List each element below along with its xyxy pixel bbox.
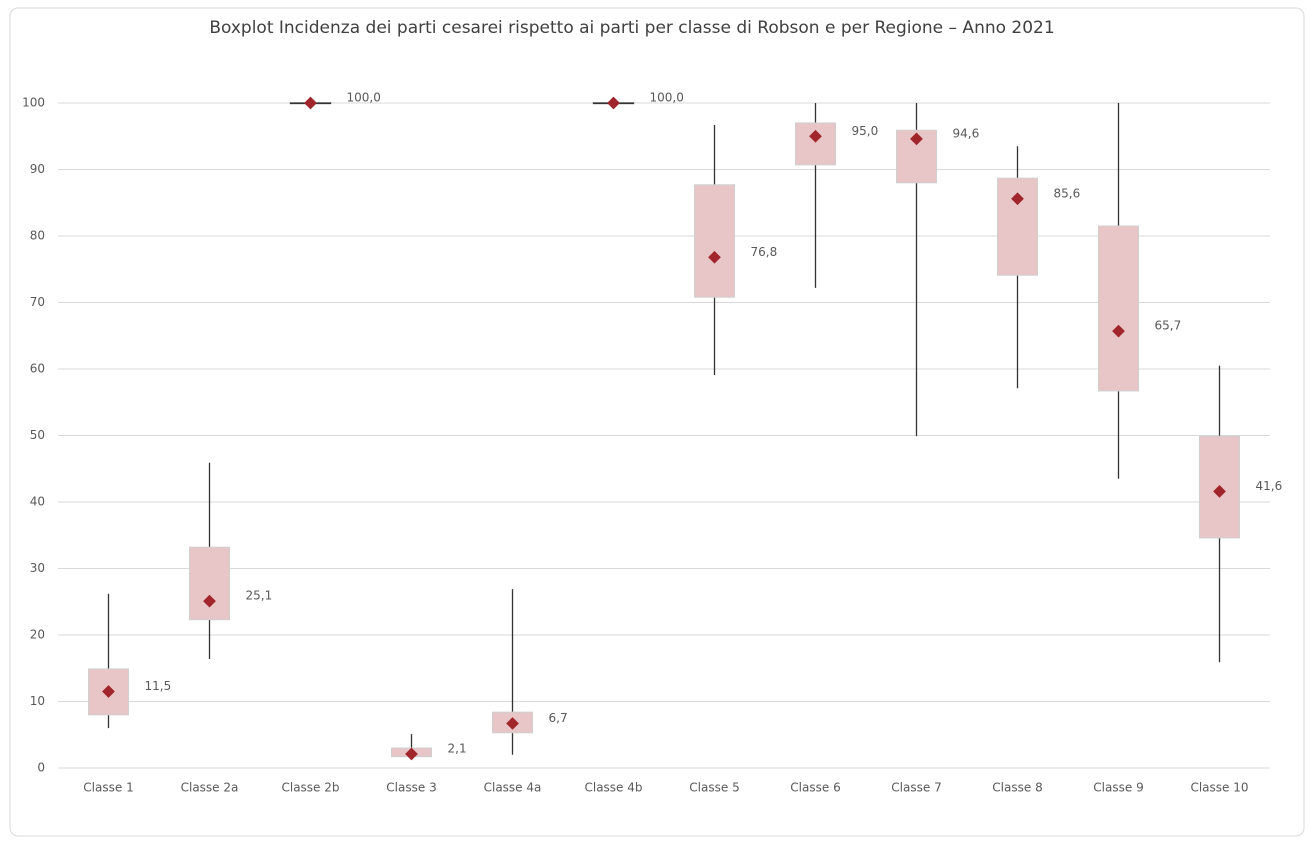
y-tick-label: 30: [30, 561, 45, 575]
box: [189, 546, 230, 621]
y-tick-label: 40: [30, 495, 45, 509]
value-label: 100,0: [650, 91, 684, 105]
x-tick-label: Classe 9: [1093, 781, 1143, 795]
value-label: 76,8: [751, 245, 778, 259]
y-tick-label: 0: [37, 761, 45, 775]
x-tick-label: Classe 1: [83, 781, 133, 795]
box: [694, 184, 735, 298]
value-label: 100,0: [347, 91, 381, 105]
mean-marker: [304, 96, 317, 110]
x-tick-label: Classe 2a: [181, 781, 239, 795]
x-tick-label: Classe 10: [1190, 781, 1248, 795]
box: [795, 122, 836, 166]
y-tick-label: 20: [30, 628, 45, 642]
box: [1098, 225, 1139, 392]
y-tick-label: 10: [30, 694, 45, 708]
x-tick-label: Classe 7: [891, 781, 941, 795]
y-tick-label: 80: [30, 229, 45, 243]
x-tick-label: Classe 4a: [484, 781, 542, 795]
x-tick-label: Classe 8: [992, 781, 1042, 795]
y-tick-label: 50: [30, 428, 45, 442]
value-label: 41,6: [1256, 479, 1283, 493]
y-tick-label: 90: [30, 162, 45, 176]
chart-frame: [9, 7, 1305, 837]
value-label: 95,0: [852, 124, 879, 138]
y-tick-label: 60: [30, 362, 45, 376]
value-label: 25,1: [246, 589, 273, 603]
x-tick-label: Classe 4b: [584, 781, 642, 795]
y-tick-label: 70: [30, 295, 45, 309]
value-label: 11,5: [145, 679, 172, 693]
value-label: 85,6: [1054, 186, 1081, 200]
x-tick-label: Classe 2b: [281, 781, 339, 795]
x-tick-label: Classe 3: [386, 781, 436, 795]
x-tick-label: Classe 5: [689, 781, 739, 795]
chart-title: Boxplot Incidenza dei parti cesarei risp…: [209, 18, 1054, 38]
value-label: 65,7: [1155, 319, 1182, 333]
value-label: 94,6: [953, 126, 980, 140]
value-label: 2,1: [448, 742, 467, 756]
x-tick-label: Classe 6: [790, 781, 840, 795]
y-tick-label: 100: [22, 96, 45, 110]
value-label: 6,7: [549, 711, 568, 725]
